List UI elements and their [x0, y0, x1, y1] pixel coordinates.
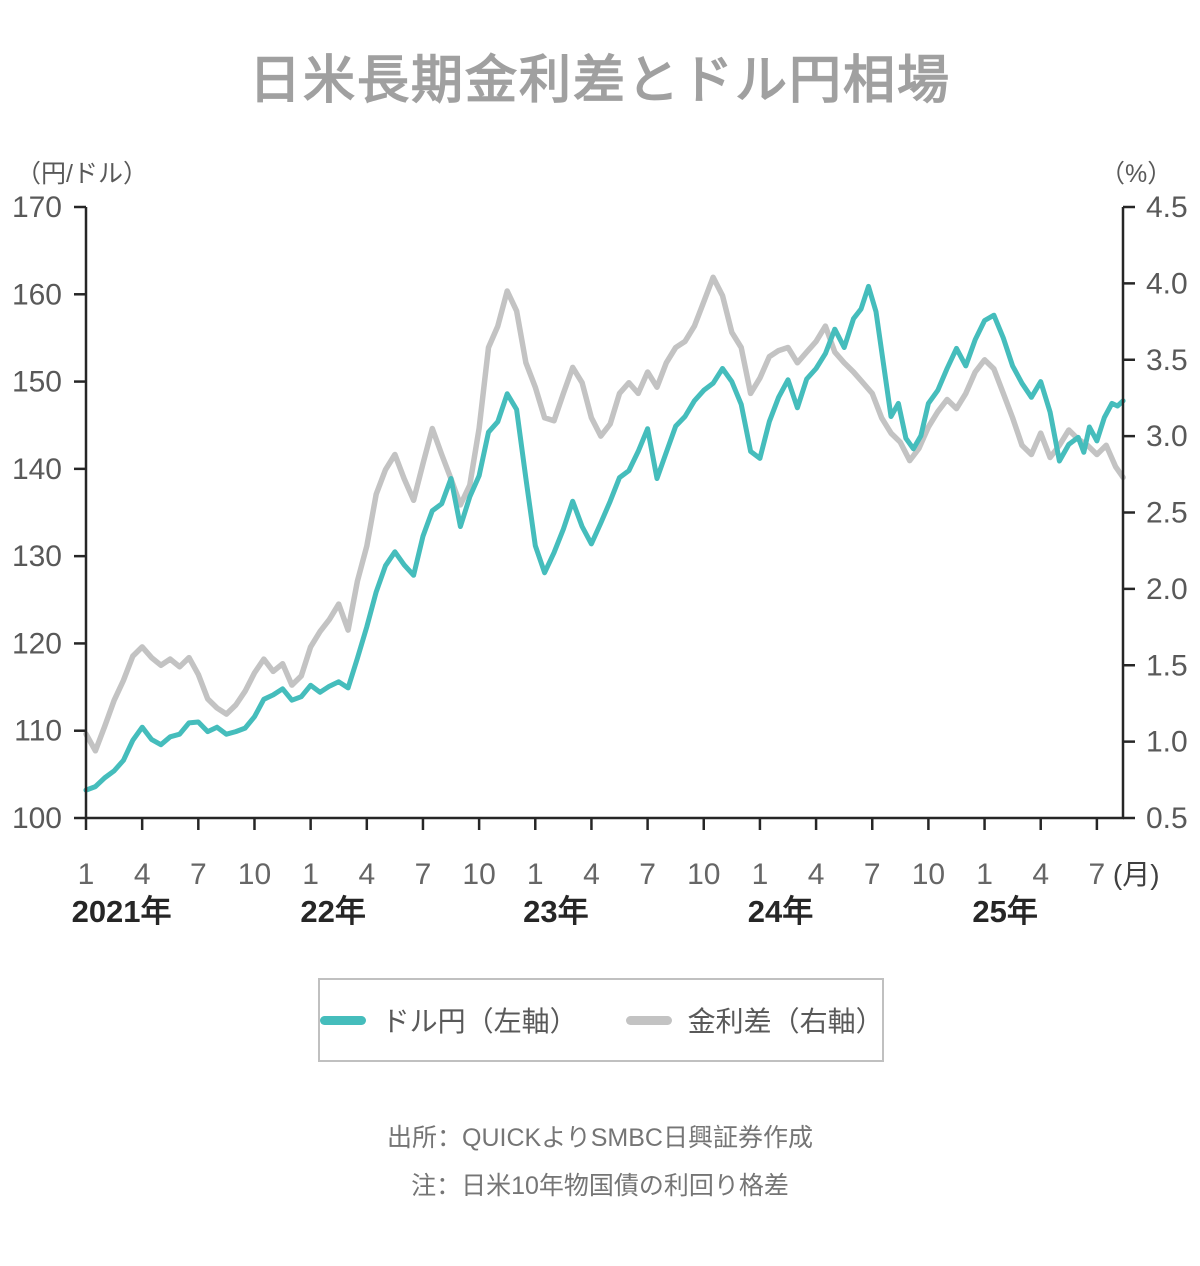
x-axis-year-label: 2021年: [72, 894, 172, 929]
x-axis-month-label: 4: [583, 858, 600, 891]
right-axis-tick-label: 4.5: [1146, 191, 1188, 224]
source-text: 出所：QUICKよりSMBC日興証券作成: [387, 1124, 813, 1152]
left-axis-tick-label: 150: [12, 366, 62, 399]
x-axis-month-label: 7: [190, 858, 207, 891]
right-axis-tick-label: 3.0: [1146, 420, 1188, 453]
left-axis-unit-label: （円/ドル）: [16, 160, 148, 188]
x-axis-month-label: 1: [302, 858, 319, 891]
x-axis-month-label: 4: [1032, 858, 1049, 891]
x-axis-month-label: 7: [1089, 858, 1106, 891]
x-axis-month-label: 7: [639, 858, 656, 891]
rate-diff-line: [83, 274, 1126, 754]
x-axis-month-label: 10: [238, 858, 271, 891]
x-axis-month-label: 10: [687, 858, 720, 891]
legend: ドル円（左軸） 金利差（右軸）: [318, 978, 884, 1062]
legend-item-rate-diff: 金利差（右軸）: [626, 1000, 884, 1040]
x-axis-unit-label: (月): [1113, 859, 1160, 890]
x-axis-month-label: 1: [527, 858, 544, 891]
rate-diff-line-swatch: [626, 1015, 672, 1025]
x-axis-year-label: 23年: [523, 894, 588, 929]
right-axis-tick-label: 1.0: [1146, 726, 1188, 759]
left-axis-tick-label: 100: [12, 802, 62, 835]
left-axis-tick-label: 160: [12, 278, 62, 311]
x-axis-year-label: 24年: [748, 894, 813, 929]
legend-label-usdjpy: ドル円（左軸）: [381, 1006, 578, 1037]
x-axis-month-label: 10: [912, 858, 945, 891]
right-axis-tick-label: 2.0: [1146, 573, 1188, 606]
note-text: 注：日米10年物国債の利回り格差: [411, 1172, 789, 1200]
left-axis-tick-label: 120: [12, 627, 62, 660]
left-axis-tick-label: 110: [14, 715, 62, 748]
x-axis-year-label: 22年: [300, 894, 365, 929]
right-axis-tick-label: 1.5: [1146, 649, 1188, 682]
x-axis-month-label: 10: [462, 858, 495, 891]
right-axis-tick-label: 2.5: [1146, 497, 1188, 530]
left-axis-tick-label: 140: [12, 453, 62, 486]
right-axis-tick-label: 3.5: [1146, 344, 1188, 377]
chart-canvas: 1701601501401301201101004.54.03.53.02.52…: [12, 160, 1188, 929]
usdjpy-line: [83, 283, 1126, 793]
legend-label-rate-diff: 金利差（右軸）: [687, 1006, 884, 1037]
x-axis-month-label: 1: [976, 858, 993, 891]
right-axis-tick-label: 4.0: [1146, 267, 1188, 300]
left-axis-tick-label: 130: [12, 540, 62, 573]
legend-item-usdjpy: ドル円（左軸）: [320, 1000, 578, 1040]
chart-title: 日米長期金利差とドル円相場: [248, 52, 951, 110]
x-axis-year-label: 25年: [972, 894, 1037, 929]
right-axis-tick-label: 0.5: [1146, 802, 1188, 835]
x-axis-month-label: 4: [134, 858, 151, 891]
usdjpy-line-swatch: [320, 1015, 366, 1025]
x-axis-month-label: 7: [864, 858, 881, 891]
x-axis-month-label: 1: [752, 858, 769, 891]
left-axis-tick-label: 170: [12, 191, 62, 224]
x-axis-month-label: 4: [358, 858, 375, 891]
x-axis-month-label: 7: [415, 858, 432, 891]
x-axis-month-label: 4: [808, 858, 825, 891]
right-axis-unit-label: （%）: [1100, 160, 1172, 188]
x-axis-month-label: 1: [78, 858, 95, 891]
